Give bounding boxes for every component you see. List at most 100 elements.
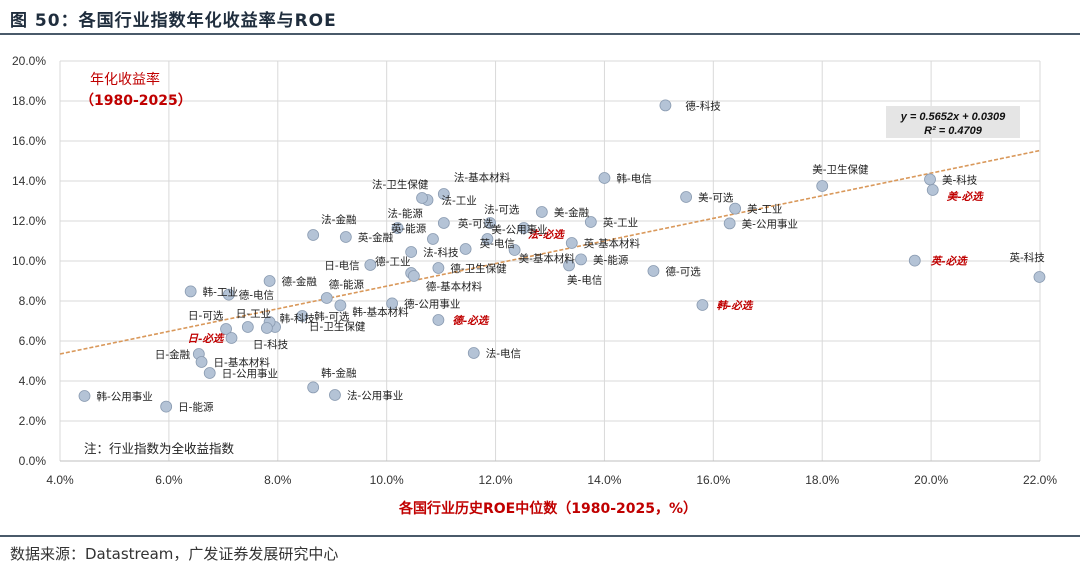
data-label: 英-金融 xyxy=(358,231,394,244)
data-label: 韩-基本材料 xyxy=(352,305,409,318)
y-tick-label: 8.0% xyxy=(19,294,47,308)
data-point xyxy=(222,288,235,301)
data-label: 英-可选 xyxy=(458,217,494,230)
data-label: 韩-工业 xyxy=(203,285,238,298)
title-rule xyxy=(0,33,1080,35)
data-label: 德-卫生保健 xyxy=(450,262,507,275)
figure-title: 图 50：各国行业指数年化收益率与ROE xyxy=(10,11,337,31)
data-point xyxy=(647,265,660,277)
trend-line xyxy=(59,149,1040,355)
data-label: 美-能源 xyxy=(593,253,629,266)
y-tick-label: 12.0% xyxy=(12,214,46,228)
y-tick-label: 2.0% xyxy=(19,414,47,428)
x-tick-label: 14.0% xyxy=(587,473,621,487)
data-point xyxy=(680,191,693,203)
data-label: 美-卫生保健 xyxy=(812,163,869,176)
data-point xyxy=(437,188,450,200)
data-point xyxy=(584,216,597,228)
footer-rule xyxy=(0,535,1080,537)
data-label: 美-可选 xyxy=(698,191,734,204)
data-point xyxy=(484,217,497,229)
source-note: 数据来源：Datastream，广发证券发展研究中心 xyxy=(10,545,339,563)
data-point xyxy=(481,233,494,245)
equation-box xyxy=(886,106,1020,138)
data-label-highlight: 法-必选 xyxy=(528,228,565,241)
data-point xyxy=(78,390,91,402)
data-label: 法-工业 xyxy=(442,194,477,207)
data-label-highlight: 韩-必选 xyxy=(716,299,753,312)
data-label: 日-基本材料 xyxy=(214,356,271,369)
trend-equation: y = 0.5652x + 0.0309 xyxy=(900,111,1006,123)
data-label: 日-公用事业 xyxy=(222,367,278,380)
data-point xyxy=(729,202,742,215)
data-label: 英-能源 xyxy=(391,222,427,235)
data-label: 韩-金融 xyxy=(321,366,357,379)
y-tick-label: 20.0% xyxy=(12,54,46,68)
data-label: 法-基本材料 xyxy=(454,171,511,184)
data-point xyxy=(329,389,341,401)
x-tick-label: 8.0% xyxy=(264,473,292,487)
grid-lines xyxy=(59,60,1041,462)
data-point xyxy=(563,259,575,272)
data-point xyxy=(405,246,418,258)
data-point xyxy=(1033,271,1046,283)
y-tick-label: 4.0% xyxy=(19,374,47,388)
data-label: 英-电信 xyxy=(480,237,515,250)
data-point xyxy=(334,299,347,312)
data-point xyxy=(467,347,480,359)
data-label-highlight: 英-必选 xyxy=(930,255,968,268)
data-point xyxy=(598,172,611,184)
data-point xyxy=(924,173,936,186)
data-point xyxy=(696,299,709,311)
data-point xyxy=(437,217,450,229)
y-axis-label: 年化收益率 xyxy=(90,71,160,88)
data-point xyxy=(432,262,445,274)
data-point xyxy=(220,323,232,335)
data-label: 法-可选 xyxy=(484,203,520,216)
data-label: 美-基本材料 xyxy=(519,252,576,265)
data-point xyxy=(386,297,399,310)
data-label: 法-电信 xyxy=(486,347,521,360)
data-point xyxy=(427,233,439,245)
data-point xyxy=(260,322,273,334)
x-tick-label: 12.0% xyxy=(479,473,513,487)
data-point xyxy=(575,253,587,266)
data-label: 德-可选 xyxy=(665,265,701,278)
x-tick-label: 6.0% xyxy=(155,473,183,487)
data-point xyxy=(320,292,333,304)
data-label: 日-能源 xyxy=(178,401,214,414)
y-axis-ticks: 0.0% 2.0% 4.0% 6.0% 8.0% 10.0% 12.0% 14.0% 16.0%… xyxy=(12,54,46,468)
data-label: 韩-公用事业 xyxy=(97,390,153,403)
data-point xyxy=(296,310,309,322)
data-point xyxy=(535,206,548,218)
data-label: 法-金融 xyxy=(321,213,357,226)
data-label: 英-工业 xyxy=(603,216,638,229)
data-points xyxy=(78,99,1046,413)
x-axis-ticks: 4.0% 6.0% 8.0% 10.0% 12.0% 14.0% 16.0% 18.0% 20.… xyxy=(46,473,1057,487)
data-point xyxy=(307,381,320,394)
x-axis-label: 各国行业历史ROE中位数（1980-2025，%） xyxy=(398,500,697,517)
data-label: 英-基本材料 xyxy=(584,237,641,250)
y-tick-label: 10.0% xyxy=(12,254,46,268)
data-point xyxy=(517,222,530,234)
data-label-highlight: 日-必选 xyxy=(188,332,225,345)
data-point xyxy=(184,285,197,298)
data-label: 日-科技 xyxy=(253,338,289,351)
x-tick-label: 16.0% xyxy=(696,473,730,487)
data-label: 德-公用事业 xyxy=(404,297,460,310)
data-label: 美-公用事业 xyxy=(742,217,798,230)
data-point xyxy=(307,229,320,241)
x-tick-label: 4.0% xyxy=(46,473,74,487)
data-label: 美-公用事业 xyxy=(491,223,547,236)
data-label: 德-能源 xyxy=(329,278,365,291)
data-point xyxy=(508,244,521,256)
data-point xyxy=(459,243,472,255)
y-axis-label-period: （1980-2025） xyxy=(80,93,192,109)
data-label: 美-电信 xyxy=(567,273,602,286)
data-point xyxy=(407,270,420,282)
y-tick-label: 0.0% xyxy=(19,454,47,468)
data-point xyxy=(908,254,921,267)
data-point xyxy=(926,184,939,196)
